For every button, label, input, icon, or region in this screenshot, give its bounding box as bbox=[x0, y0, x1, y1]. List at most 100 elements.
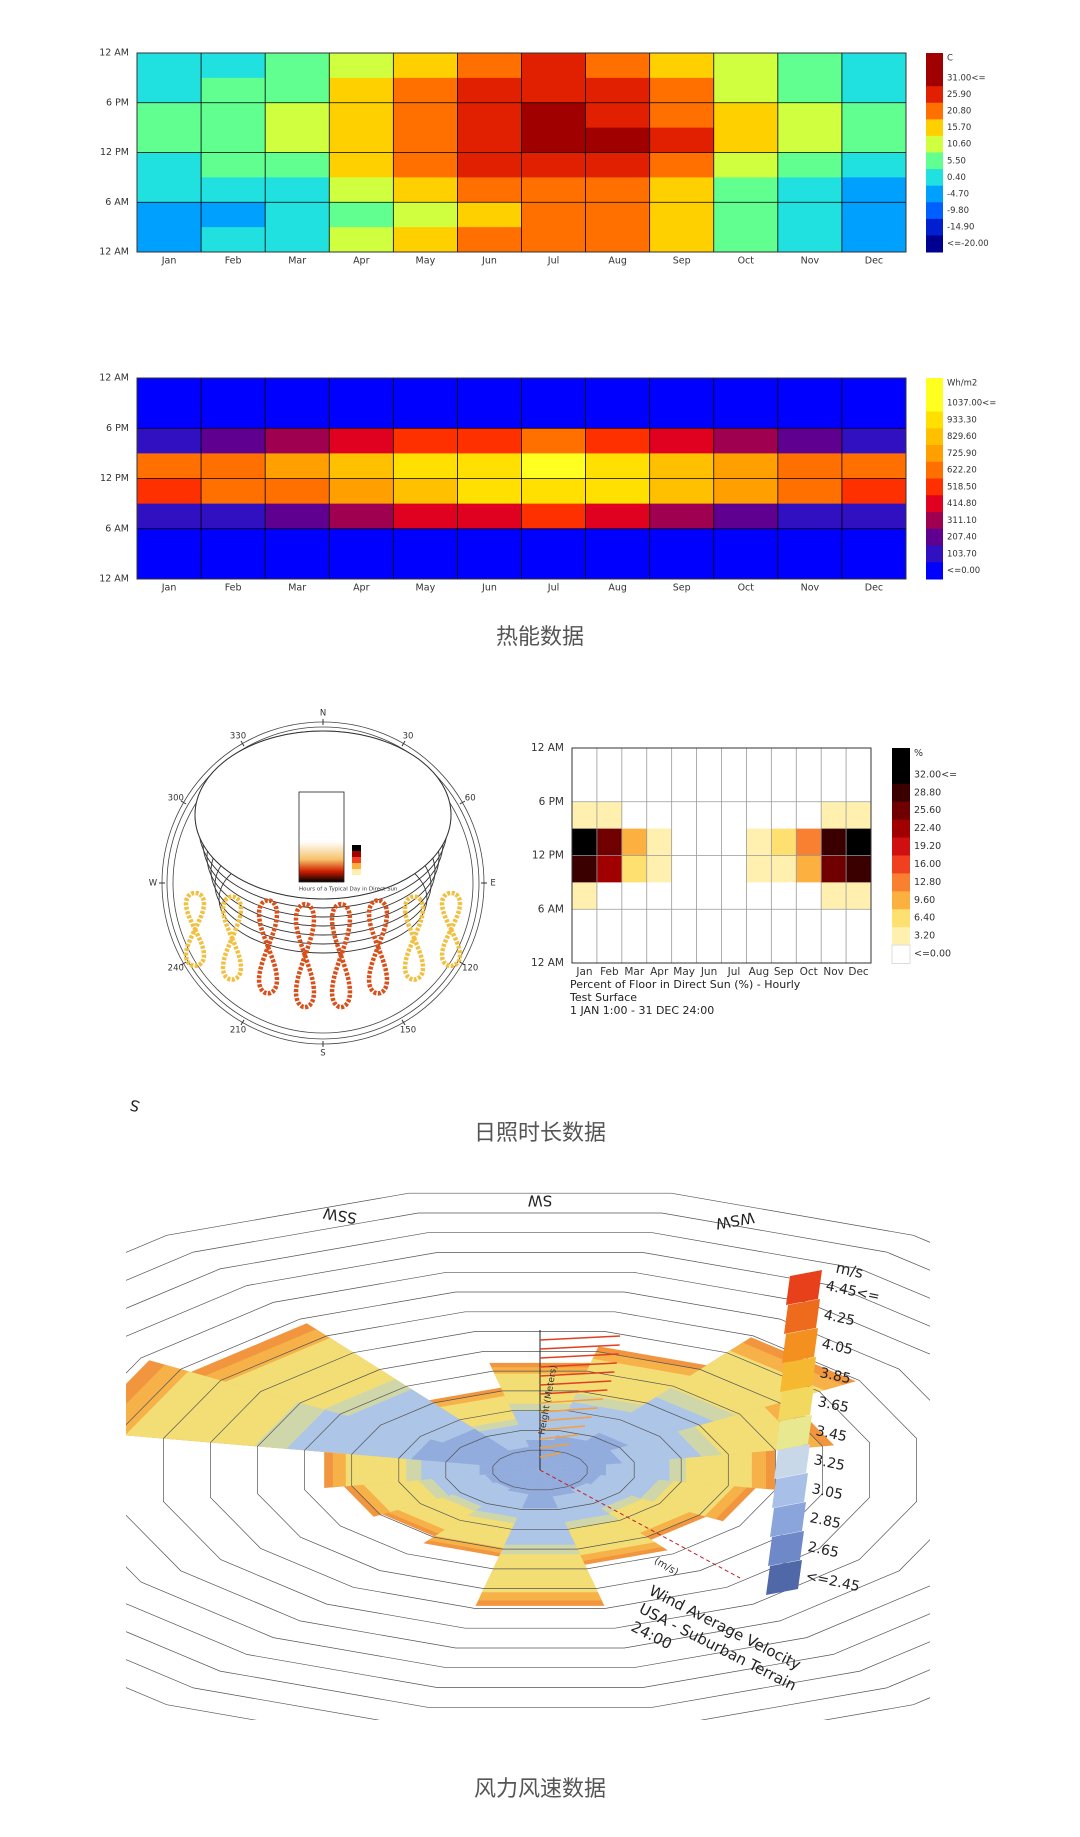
legend-label: 311.10 bbox=[947, 516, 977, 526]
petal bbox=[479, 1465, 540, 1475]
heat-cell bbox=[777, 127, 843, 153]
heat-cell bbox=[846, 748, 872, 776]
heat-cell bbox=[393, 53, 458, 79]
heat-cell bbox=[137, 503, 202, 530]
heat-cell bbox=[521, 177, 586, 203]
wind-rose bbox=[126, 1192, 930, 1720]
heat-cell bbox=[596, 936, 623, 964]
heat-cell bbox=[585, 202, 651, 228]
legend-label: 3.25 bbox=[812, 1452, 846, 1474]
x-tick-label: Dec bbox=[848, 966, 869, 978]
sun-path-diagram: N 30 60 E 120 150 S 210 240 W 300 330 Hours of a Typ… bbox=[149, 709, 496, 1059]
heat-cell bbox=[585, 428, 651, 454]
legend-label: 16.00 bbox=[914, 859, 941, 870]
heat-cell bbox=[646, 774, 673, 803]
heat-cell bbox=[796, 855, 822, 883]
legend-label: 2.65 bbox=[806, 1539, 840, 1561]
heat-cell bbox=[746, 774, 772, 803]
legend-label: 829.60 bbox=[947, 432, 977, 442]
heat-cell bbox=[777, 378, 843, 404]
analemma bbox=[439, 890, 463, 969]
rose-ring bbox=[126, 1192, 930, 1720]
plot-frame bbox=[136, 52, 907, 253]
legend-swatch bbox=[770, 1502, 806, 1537]
heat-cell bbox=[671, 882, 697, 910]
heat-cell bbox=[572, 855, 598, 883]
heat-cell bbox=[671, 828, 697, 856]
heat-cell bbox=[713, 177, 779, 203]
legend-label: 103.70 bbox=[947, 549, 977, 559]
legend-swatch bbox=[892, 801, 910, 821]
compass-tick bbox=[240, 740, 245, 747]
x-tick-label: Mar bbox=[288, 256, 306, 267]
legend-swatch bbox=[926, 562, 943, 580]
legend-label: 20.80 bbox=[947, 107, 971, 117]
legend-swatch bbox=[774, 1444, 810, 1479]
heat-cell bbox=[201, 478, 266, 505]
caption: 风力风速数据 bbox=[474, 1777, 606, 1802]
heat-cell bbox=[585, 102, 651, 129]
compass-tick bbox=[401, 1019, 406, 1026]
analemma bbox=[402, 894, 426, 982]
legend-label: 207.40 bbox=[947, 533, 977, 543]
heat-cell bbox=[649, 478, 715, 505]
legend-swatch bbox=[926, 135, 943, 153]
heat-cell bbox=[201, 152, 266, 178]
heat-cell bbox=[796, 774, 822, 803]
petal bbox=[540, 1470, 576, 1497]
legend-swatch bbox=[926, 169, 943, 187]
heat-cell bbox=[646, 855, 673, 883]
heat-cell bbox=[137, 202, 202, 228]
y-tick-label: 12 AM bbox=[531, 957, 564, 969]
legend-label: 28.80 bbox=[914, 787, 941, 798]
legend-label: 1037.00<= bbox=[947, 399, 996, 409]
heat-cell bbox=[649, 177, 715, 203]
heat-cell bbox=[713, 403, 779, 429]
heat-cell bbox=[777, 102, 843, 129]
heat-cell bbox=[137, 152, 202, 178]
plot-frame bbox=[571, 747, 872, 964]
legend-swatch bbox=[776, 1415, 812, 1450]
legend-swatch bbox=[926, 119, 943, 137]
heat-cell bbox=[671, 936, 697, 964]
heat-cell bbox=[572, 748, 598, 776]
legend-label: 10.60 bbox=[947, 140, 971, 150]
profile-arrow bbox=[539, 1344, 620, 1350]
heat-cell bbox=[393, 453, 458, 479]
heat-cell bbox=[265, 478, 330, 505]
caption: 热能数据 bbox=[496, 625, 584, 650]
legend-swatch bbox=[926, 394, 943, 412]
heat-cell bbox=[746, 855, 772, 883]
heat-cell bbox=[265, 152, 330, 178]
heat-cell bbox=[696, 882, 722, 910]
heat-cell bbox=[201, 53, 266, 79]
heat-cell bbox=[621, 909, 648, 937]
heat-cell bbox=[329, 53, 394, 79]
heat-cell bbox=[457, 202, 522, 228]
heat-cell bbox=[746, 882, 772, 910]
legend-label: 15.70 bbox=[947, 123, 971, 133]
heat-cell bbox=[596, 909, 623, 937]
heat-cell bbox=[713, 528, 779, 555]
heat-cell bbox=[696, 909, 722, 937]
legend-label: 0.40 bbox=[947, 173, 966, 183]
heat-cell bbox=[329, 403, 394, 429]
heat-cell bbox=[265, 127, 330, 153]
heat-cell bbox=[585, 478, 651, 505]
direction-label: SW bbox=[528, 1192, 553, 1210]
legend-label: 3.65 bbox=[816, 1394, 850, 1416]
x-tick-label: Mar bbox=[624, 966, 644, 978]
heat-cell bbox=[721, 909, 747, 937]
legend-label: <=-20.00 bbox=[947, 239, 989, 249]
heat-cell bbox=[585, 177, 651, 203]
direction-label: S bbox=[128, 1096, 142, 1116]
legend-swatch bbox=[926, 411, 943, 429]
x-tick-label: Dec bbox=[865, 256, 883, 267]
heat-cell bbox=[201, 428, 266, 454]
legend-label: 6.40 bbox=[914, 913, 935, 924]
inset-chart bbox=[298, 791, 345, 883]
legend-label: 19.20 bbox=[914, 841, 941, 852]
legend-label: 3.45 bbox=[814, 1423, 848, 1445]
heat-cell bbox=[777, 202, 843, 228]
